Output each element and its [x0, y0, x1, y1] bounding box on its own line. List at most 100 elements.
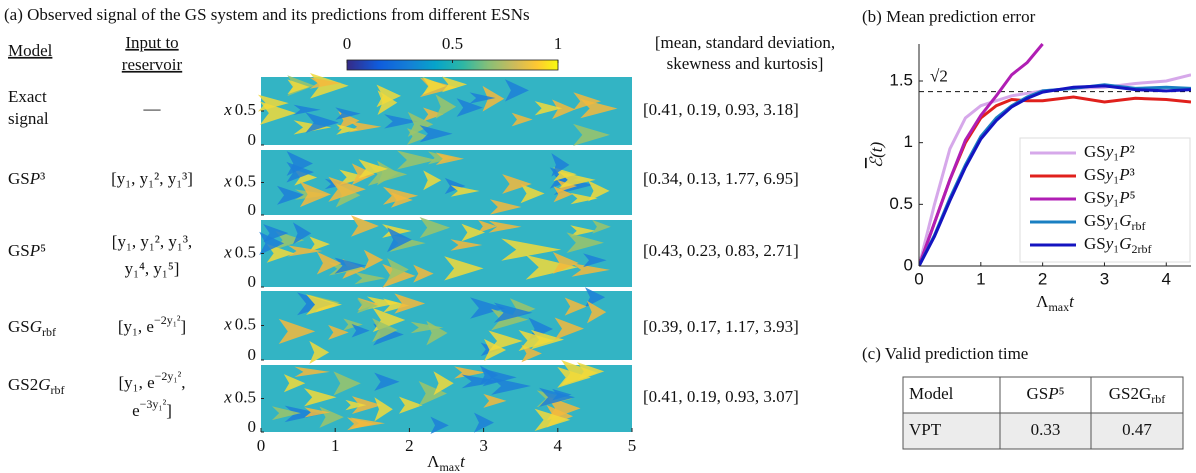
panel-c-title: (c) Valid prediction time — [862, 344, 1028, 363]
heatmap-texture — [557, 367, 591, 388]
heatmap-texture — [450, 185, 480, 197]
heatmap-texture — [339, 169, 369, 185]
reservoir-input-part: ] — [181, 317, 187, 336]
stats-header: [mean, standard deviation, — [655, 33, 835, 52]
heatmap-texture — [553, 186, 573, 203]
heatmap-texture — [287, 79, 310, 95]
heatmap-texture — [316, 251, 342, 275]
x-tick-label: 0 — [914, 269, 923, 288]
table-header: Model — [909, 384, 954, 403]
y-tick-label: 0 — [904, 255, 913, 274]
heatmap-texture — [573, 123, 610, 146]
heatmap-texture — [518, 329, 555, 352]
legend-label-part: y — [1104, 142, 1114, 161]
model-name: GSGrbf — [8, 317, 56, 339]
input-header: Input to — [125, 33, 178, 52]
heatmap-texture — [534, 408, 571, 432]
heatmap-texture — [583, 253, 607, 268]
heatmap-texture — [419, 125, 453, 143]
heatmap-texture — [534, 101, 563, 116]
heatmap-x-tick-label: 4 — [554, 436, 563, 455]
heatmap-texture — [357, 298, 379, 314]
heatmap-texture — [358, 159, 388, 179]
model-name-part: G — [38, 375, 50, 394]
heatmap-texture — [287, 245, 323, 257]
colorbar-tick-label: 0 — [343, 34, 352, 53]
heatmap-texture — [422, 77, 447, 95]
model-name-part: P — [29, 169, 40, 188]
heatmap — [261, 360, 632, 435]
x-tick-label: 3 — [1100, 269, 1109, 288]
y-tick-label: 1 — [904, 132, 913, 151]
heatmap-texture — [470, 297, 506, 319]
heatmap-texture — [390, 192, 413, 208]
heatmap-texture — [275, 230, 305, 250]
heatmap-y-tick-label: 0.5 — [235, 171, 256, 190]
y-axis-label-part: ℰ — [867, 156, 886, 168]
reservoir-input: [y₁, y₁², y₁³] — [111, 169, 193, 188]
heatmap-y-tick-label: 0 — [248, 272, 257, 291]
table-header: GS2Grbf — [1109, 384, 1166, 406]
model-name-part: ⁵ — [40, 241, 46, 260]
table-header-part: rbf — [1151, 392, 1165, 406]
heatmap-x-label-part: max — [439, 460, 460, 473]
heatmap-texture — [552, 99, 576, 120]
model-name: GSP³ — [8, 169, 45, 188]
x-tick-label: 4 — [1162, 269, 1171, 288]
heatmap-texture — [423, 170, 442, 191]
heatmap-y-label: x — [223, 242, 232, 261]
legend-label-part: y — [1104, 211, 1114, 230]
heatmap-texture — [351, 396, 382, 414]
model-name-part: P — [29, 241, 40, 260]
reservoir-input: [y₁, y₁², y₁³, — [112, 232, 192, 251]
reservoir-input-part: ] — [166, 401, 172, 420]
legend-label-part: G — [1119, 234, 1131, 253]
legend-label-part: y — [1104, 234, 1114, 253]
legend-label-part: G — [1119, 211, 1131, 230]
heatmap-texture — [444, 256, 484, 281]
heatmap-texture — [577, 362, 605, 381]
heatmap-texture — [413, 264, 434, 283]
heatmap-texture — [387, 258, 409, 281]
model-name: GSP⁵ — [8, 241, 46, 260]
reservoir-input-part: −2y₁² — [154, 313, 181, 327]
heatmap — [261, 287, 632, 365]
model-name-part: GS — [8, 241, 30, 260]
y-tick-label: 1.5 — [889, 70, 913, 89]
heatmap-texture — [484, 338, 507, 362]
x-axis-label: Λmaxt — [1036, 292, 1075, 314]
heatmap-texture — [278, 318, 316, 345]
colorbar-tick-label: 0.5 — [442, 34, 463, 53]
heatmap-texture — [309, 236, 330, 252]
heatmap-texture — [372, 318, 398, 342]
legend-label-part: GS — [1084, 188, 1106, 207]
heatmap-texture — [333, 371, 361, 396]
heatmap-y-tick-label: 0.5 — [235, 387, 256, 406]
table-header-part: ⁵ — [1059, 384, 1065, 403]
heatmap-texture — [482, 85, 505, 112]
legend-label-part: P — [1118, 165, 1129, 184]
heatmap-texture — [430, 416, 449, 435]
heatmap-x-tick-label: 0 — [257, 436, 266, 455]
reservoir-input: e−3y₁²] — [132, 397, 172, 420]
model-name-part: GS — [8, 317, 30, 336]
series-line — [919, 84, 1191, 266]
heatmap-texture — [461, 223, 486, 242]
reservoir-input-part: [y₁, e — [118, 317, 154, 336]
model-name-part: GS — [8, 169, 30, 188]
legend-label-part: ² — [1130, 142, 1135, 161]
legend-label-part: P — [1118, 142, 1129, 161]
legend-label-part: 2rbf — [1132, 242, 1152, 256]
heatmap-texture — [350, 215, 379, 237]
heatmap-y-label: x — [223, 100, 232, 119]
y-axis-label: ℰ(t) — [867, 141, 886, 168]
heatmap-texture — [461, 374, 501, 389]
heatmap-texture — [580, 98, 618, 119]
heatmap-texture — [592, 219, 611, 234]
table-cell: VPT — [909, 420, 942, 439]
series-line — [919, 73, 1191, 266]
heatmap-texture — [504, 79, 529, 102]
reference-label: √2 — [930, 67, 948, 86]
legend-label-part: ₁ — [1113, 188, 1119, 207]
heatmap-y-tick-label: 0.5 — [235, 100, 256, 119]
